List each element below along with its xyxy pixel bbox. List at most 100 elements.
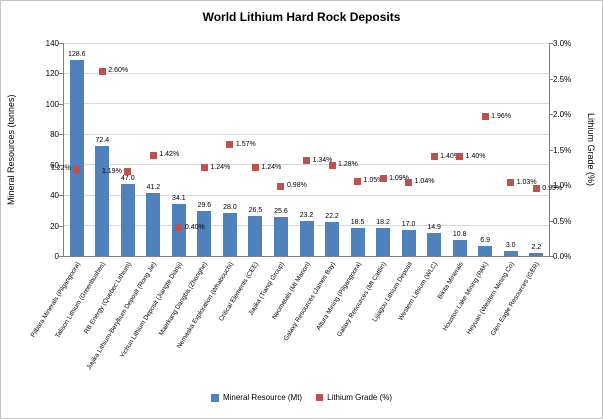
grade-value-label: 0.95% bbox=[542, 184, 563, 192]
left-axis-title: Mineral Resources (tonnes) bbox=[6, 94, 16, 205]
bar bbox=[452, 239, 467, 256]
grade-value-label: 1.40% bbox=[465, 152, 486, 160]
right-axis-tick-label: 1.5% bbox=[553, 145, 572, 155]
grade-marker bbox=[481, 113, 489, 121]
right-axis-tick-label: 0.5% bbox=[553, 216, 572, 226]
grade-marker bbox=[303, 157, 310, 165]
right-axis-tick bbox=[549, 185, 553, 186]
bar bbox=[325, 222, 340, 256]
grade-value-label: 1.57% bbox=[235, 140, 256, 148]
left-axis-tick bbox=[59, 164, 63, 166]
bar-value-label: 26.5 bbox=[248, 206, 263, 214]
bar-value-label: 6.9 bbox=[480, 236, 491, 244]
bar bbox=[146, 193, 161, 256]
bar-value-label: 47.0 bbox=[121, 175, 135, 183]
bar-value-label: 18.2 bbox=[376, 219, 390, 227]
left-axis-tick-label: 60 bbox=[50, 160, 59, 170]
bar-value-label: 10.8 bbox=[452, 230, 467, 238]
grade-marker bbox=[277, 182, 285, 190]
grade-value-label: 1.22% bbox=[50, 165, 71, 173]
grade-marker bbox=[328, 161, 336, 169]
bar-value-label: 128.6 bbox=[68, 51, 86, 59]
right-axis-tick-label: 2.5% bbox=[553, 74, 572, 84]
left-axis-tick-label: 140 bbox=[45, 39, 59, 48]
left-axis-tick bbox=[59, 256, 63, 257]
grade-marker bbox=[379, 175, 387, 183]
bar-value-label: 72.4 bbox=[95, 136, 110, 144]
bar bbox=[69, 60, 84, 256]
legend: Mineral Resource (Mt) Lithium Grade (%) bbox=[1, 393, 602, 402]
bar-value-label: 18.5 bbox=[350, 218, 365, 226]
gridline bbox=[64, 164, 549, 166]
grade-value-label: 1.40% bbox=[440, 152, 460, 160]
grade-marker bbox=[200, 164, 208, 172]
bar-value-label: 3.0 bbox=[505, 242, 516, 250]
grade-marker bbox=[124, 168, 132, 175]
bar bbox=[478, 245, 493, 256]
gridline bbox=[64, 42, 549, 44]
bar-value-label: 41.2 bbox=[146, 184, 161, 192]
bar bbox=[273, 217, 288, 256]
grade-marker bbox=[354, 177, 362, 185]
bar bbox=[401, 230, 416, 256]
bar-value-label: 34.1 bbox=[172, 195, 186, 203]
bar bbox=[376, 228, 391, 256]
bar-value-label: 25.6 bbox=[274, 208, 288, 216]
grade-marker bbox=[456, 153, 464, 161]
bar bbox=[222, 213, 237, 256]
grade-marker bbox=[405, 178, 413, 186]
bar-value-label: 23.2 bbox=[299, 211, 314, 219]
grade-value-label: 1.03% bbox=[516, 178, 537, 186]
grade-value-label: 1.28% bbox=[338, 161, 358, 169]
bar-value-label: 29.6 bbox=[197, 201, 212, 209]
bar bbox=[503, 251, 518, 256]
bar-value-label: 17.0 bbox=[401, 221, 416, 229]
gridline bbox=[64, 194, 549, 196]
left-axis-tick-label: 20 bbox=[50, 221, 59, 231]
left-axis-tick bbox=[59, 134, 63, 136]
gridline bbox=[64, 103, 549, 105]
grade-value-label: 1.24% bbox=[210, 163, 231, 171]
right-axis-tick bbox=[549, 78, 553, 80]
right-axis-tick-label: 1.0% bbox=[553, 181, 572, 190]
left-axis-tick bbox=[59, 195, 63, 197]
right-axis-tick bbox=[549, 149, 553, 151]
left-axis-tick-label: 0 bbox=[54, 252, 59, 261]
bar bbox=[248, 215, 263, 256]
left-axis-tick-label: 120 bbox=[45, 69, 59, 79]
bar bbox=[95, 145, 110, 256]
bar-value-label: 14.9 bbox=[427, 224, 441, 232]
legend-lithium-grade-label: Lithium Grade (%) bbox=[327, 393, 393, 402]
grade-marker bbox=[430, 153, 438, 161]
grade-value-label: 1.19% bbox=[101, 167, 122, 175]
bar bbox=[427, 233, 442, 256]
bar bbox=[197, 210, 212, 256]
grade-value-label: 1.04% bbox=[414, 178, 435, 186]
bar bbox=[299, 220, 314, 256]
left-axis-tick bbox=[59, 73, 63, 75]
right-axis-tick-label: 3.0% bbox=[553, 39, 572, 48]
gridline bbox=[64, 133, 549, 135]
gridline bbox=[64, 72, 549, 74]
right-axis-tick-label: 0.0% bbox=[553, 252, 572, 261]
left-axis-tick-label: 100 bbox=[45, 99, 59, 109]
grade-value-label: 0.40% bbox=[184, 223, 205, 231]
bar bbox=[350, 227, 365, 256]
grade-marker bbox=[251, 164, 259, 172]
plot-area: 128.6 72.4 47.0 41.2 34.1 29.6 28.0 26.5 25.6 23.… bbox=[51, 42, 562, 257]
grade-marker bbox=[149, 151, 157, 159]
grade-marker bbox=[226, 141, 234, 149]
grade-value-label: 1.05% bbox=[363, 177, 384, 185]
right-axis-tick bbox=[549, 43, 553, 44]
right-axis-tick bbox=[549, 220, 553, 222]
grade-marker bbox=[98, 67, 106, 75]
bar-value-label: 22.2 bbox=[325, 213, 339, 221]
left-axis-tick-label: 80 bbox=[50, 130, 59, 140]
left-axis-tick-label: 40 bbox=[50, 191, 59, 201]
category-label: Pilbara Minerals (Pilgangoora) bbox=[29, 261, 82, 339]
bar-value-label: 2.2 bbox=[531, 243, 542, 251]
grade-value-label: 0.98% bbox=[286, 182, 307, 190]
left-axis-tick bbox=[59, 103, 63, 105]
grade-value-label: 1.96% bbox=[491, 112, 512, 120]
